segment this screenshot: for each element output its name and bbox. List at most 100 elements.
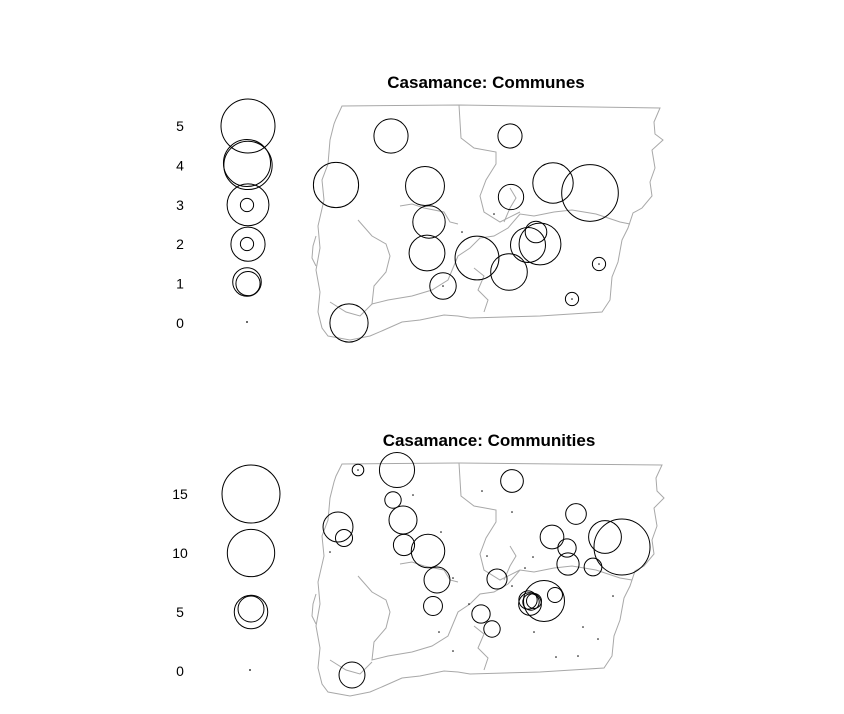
communities-inner-boundary-3 (399, 561, 459, 583)
communities-bubble (539, 524, 565, 550)
communities-zero-point (533, 631, 535, 633)
communes-legend-circle (230, 226, 266, 262)
communities-bubble (486, 568, 508, 590)
communes-bubble (490, 253, 528, 291)
communities-zero-point (481, 490, 483, 492)
communities-legend-point (249, 669, 251, 671)
communities-bubble (522, 579, 566, 623)
communities-zero-point (452, 577, 454, 579)
communities-zero-point (486, 555, 488, 557)
communities-coast-inlet (311, 593, 317, 625)
communes-inner-boundary-3 (399, 203, 459, 225)
communes-bubble (591, 256, 607, 272)
communities-zero-point (612, 595, 614, 597)
communities-bubble (500, 469, 524, 493)
communes-zero-point (461, 231, 463, 233)
communes-coast-inlet (311, 235, 317, 267)
communities-bubble (392, 533, 416, 557)
communes-bubble (524, 220, 548, 244)
communities-zero-point (440, 531, 442, 533)
communities-zero-point (357, 469, 359, 471)
communes-bubble (561, 164, 619, 222)
communes-bubble (412, 205, 446, 239)
communes-bubble (564, 291, 580, 307)
communities-panel: Casamance: Communities 15 10 5 0 (172, 431, 665, 697)
communities-bubble (351, 463, 365, 477)
communes-inner-boundary-4 (503, 187, 517, 223)
communities-zero-point (511, 585, 513, 587)
communes-bubble (510, 227, 546, 263)
communities-legend-label: 10 (172, 545, 188, 561)
communities-bubble (322, 511, 354, 543)
communities-bubble (547, 587, 563, 603)
communities-legend-label: 15 (172, 486, 188, 502)
communities-bubble (593, 518, 651, 576)
communities-inner-boundary-4 (503, 545, 517, 581)
communes-legend-circle (226, 183, 270, 227)
communes-bubble (329, 303, 369, 343)
communities-bubble (423, 566, 451, 594)
communities-zero-point (597, 638, 599, 640)
communities-legend-label: 5 (176, 604, 184, 620)
communities-bubble (556, 552, 580, 576)
communities-bubble (334, 528, 354, 548)
communes-bubble (497, 123, 523, 149)
communes-legend-label: 5 (176, 118, 184, 134)
communes-title: Casamance: Communes (387, 73, 584, 92)
communes-inner-boundary-2 (357, 209, 631, 305)
communes-legend-label: 3 (176, 197, 184, 213)
communes-panel: Casamance: Communes 5 4 3 2 1 0 (176, 73, 664, 343)
communes-legend-label: 1 (176, 276, 184, 292)
communities-zero-point (452, 650, 454, 652)
communes-legend-label: 0 (176, 315, 184, 331)
communities-bubble (483, 620, 501, 638)
communities-legend-circle (233, 594, 269, 630)
communities-zero-point (511, 511, 513, 513)
communities-inner-boundary-5 (473, 625, 489, 671)
communities-inner-boundary-6 (329, 659, 373, 675)
communes-zero-point (442, 285, 444, 287)
communities-legend-circle (226, 528, 276, 578)
communes-bubble (429, 272, 457, 300)
communities-bubble (338, 661, 366, 689)
communes-inner-boundary-5 (473, 267, 489, 313)
communes-zero-point (571, 298, 573, 300)
communities-map-boundaries (311, 462, 665, 697)
communes-bubble (239, 197, 255, 213)
communes-legend-label: 4 (176, 157, 184, 173)
communities-zero-point (582, 626, 584, 628)
communities-bubble (518, 592, 542, 616)
communes-bubble (239, 236, 255, 252)
communities-zero-point (524, 567, 526, 569)
communes-inner-boundary-1 (458, 104, 521, 223)
communities-outline (315, 462, 665, 697)
communes-bubble (232, 267, 262, 297)
communities-bubble (410, 533, 446, 569)
communities-bubble (423, 596, 443, 616)
communities-title: Casamance: Communities (383, 431, 596, 450)
communities-zero-point (532, 556, 534, 558)
communities-legend-label: 0 (176, 663, 184, 679)
communities-bubble (384, 491, 402, 509)
communities-zero-point (577, 655, 579, 657)
communities-bubble (588, 520, 622, 554)
communes-legend-circle (220, 98, 276, 154)
communities-bubbles (237, 451, 651, 689)
communes-map-boundaries (311, 104, 664, 341)
communes-zero-point (598, 263, 600, 265)
communes-bubble (518, 222, 562, 266)
communities-zero-point (329, 551, 331, 553)
communes-legend-circle (235, 271, 261, 297)
communes-legend-point (246, 321, 248, 323)
communes-bubble (454, 235, 500, 281)
communes-bubbles (222, 118, 619, 343)
communities-inner-boundary-1 (458, 462, 521, 581)
communes-bubble (408, 234, 446, 272)
communities-inner-boundary-2 (357, 565, 633, 661)
communities-zero-point (555, 656, 557, 658)
communities-zero-point (412, 494, 414, 496)
communities-size-legend: 15 10 5 0 (172, 464, 281, 679)
communes-bubble (497, 183, 525, 211)
communities-bubble (471, 604, 491, 624)
